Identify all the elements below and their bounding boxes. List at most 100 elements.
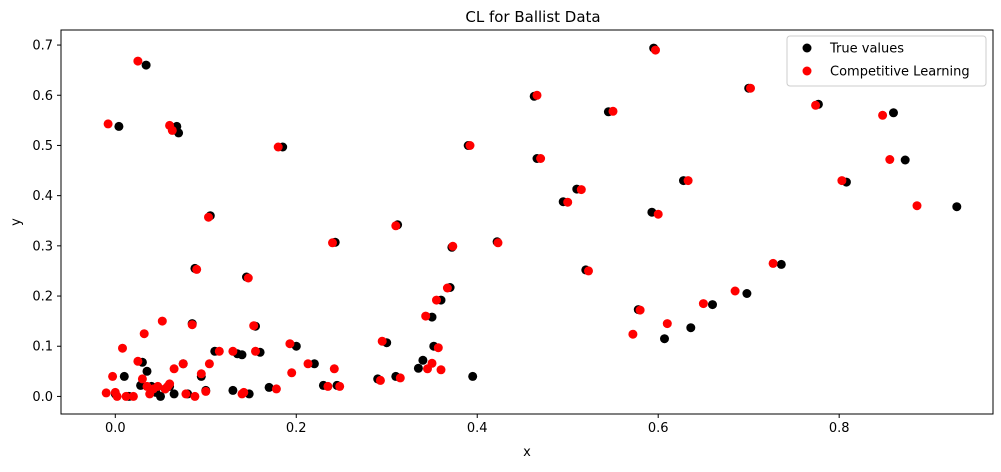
point-series-0 — [686, 323, 696, 333]
point-series-1 — [329, 364, 339, 374]
point-series-1 — [190, 391, 200, 401]
point-series-1 — [157, 316, 167, 326]
point-series-1 — [285, 339, 295, 349]
point-series-0 — [237, 350, 247, 360]
point-series-1 — [532, 90, 542, 100]
point-series-1 — [335, 381, 345, 391]
legend-marker-1 — [802, 66, 812, 76]
point-series-1 — [912, 201, 922, 211]
y-tick-label: 0.1 — [32, 340, 53, 355]
point-series-1 — [427, 358, 437, 368]
point-series-1 — [121, 391, 131, 401]
point-series-1 — [811, 100, 821, 110]
x-tick-label: 0.6 — [648, 421, 669, 436]
point-series-1 — [133, 56, 143, 66]
x-tick-label: 0.4 — [467, 421, 488, 436]
point-series-1 — [768, 258, 778, 268]
point-series-1 — [436, 365, 446, 375]
x-tick-label: 0.0 — [105, 421, 126, 436]
point-series-1 — [576, 185, 586, 195]
y-axis-label: y — [9, 218, 24, 226]
point-series-1 — [153, 381, 163, 391]
point-series-1 — [187, 320, 197, 330]
y-tick-label: 0.3 — [32, 239, 53, 254]
point-series-1 — [271, 384, 281, 394]
point-series-1 — [165, 379, 175, 389]
point-series-0 — [119, 371, 129, 381]
point-series-1 — [536, 154, 546, 163]
point-series-1 — [395, 373, 405, 383]
point-series-1 — [178, 359, 188, 369]
point-series-1 — [251, 346, 260, 356]
point-series-1 — [228, 346, 238, 356]
point-series-1 — [139, 329, 149, 339]
point-series-1 — [181, 389, 191, 399]
plot-frame — [60, 29, 994, 415]
x-axis-label: x — [523, 445, 531, 460]
point-series-1 — [421, 311, 431, 321]
point-series-1 — [563, 197, 573, 207]
point-series-1 — [201, 386, 211, 396]
x-axis: 0.0 0.2 0.4 0.6 0.8 — [105, 414, 850, 436]
point-series-1 — [108, 371, 118, 381]
point-series-1 — [303, 359, 313, 369]
point-series-1 — [101, 388, 111, 398]
point-series-1 — [167, 125, 177, 135]
point-series-1 — [683, 176, 693, 186]
point-series-1 — [730, 286, 740, 296]
point-series-0 — [156, 391, 165, 401]
y-tick-label: 0.7 — [32, 39, 53, 54]
point-series-0 — [141, 60, 151, 70]
point-series-0 — [776, 259, 786, 269]
point-series-1 — [653, 209, 663, 219]
point-series-1 — [442, 283, 452, 293]
point-series-1 — [239, 387, 249, 397]
x-tick-label: 0.2 — [286, 421, 307, 436]
chart-title: CL for Ballist Data — [465, 8, 600, 26]
point-series-1 — [243, 273, 253, 283]
point-series-1 — [328, 238, 337, 248]
point-series-1 — [837, 176, 847, 186]
point-series-1 — [584, 266, 593, 276]
point-series-1 — [137, 374, 147, 384]
point-series-1 — [391, 221, 401, 231]
point-series-0 — [889, 108, 898, 118]
point-series-1 — [323, 381, 333, 391]
point-series-1 — [377, 336, 387, 346]
legend: True values Competitive Learning — [786, 35, 987, 87]
point-series-1 — [196, 369, 206, 379]
data-layer — [101, 43, 962, 401]
point-series-1 — [698, 299, 708, 309]
point-series-1 — [192, 264, 202, 274]
legend-label-1: Competitive Learning — [830, 65, 970, 80]
y-tick-label: 0.5 — [32, 139, 53, 154]
point-series-0 — [468, 371, 478, 381]
point-series-0 — [413, 363, 423, 373]
y-tick-label: 0.2 — [32, 290, 53, 305]
point-series-1 — [608, 106, 618, 116]
legend-marker-0 — [802, 43, 812, 53]
point-series-1 — [169, 364, 179, 374]
point-series-1 — [885, 155, 895, 164]
point-series-1 — [433, 343, 443, 353]
point-series-1 — [746, 83, 755, 93]
point-series-1 — [204, 359, 214, 369]
point-series-1 — [375, 375, 385, 385]
legend-label-0: True values — [829, 42, 904, 57]
point-series-1 — [128, 391, 138, 401]
x-tick-label: 0.8 — [829, 421, 850, 436]
point-series-0 — [309, 359, 319, 369]
point-series-0 — [952, 202, 962, 212]
point-series-0 — [142, 366, 152, 376]
point-series-1 — [635, 305, 645, 315]
point-series-1 — [465, 141, 475, 150]
legend-box — [786, 35, 987, 87]
point-series-0 — [900, 155, 910, 165]
y-tick-label: 0.6 — [32, 89, 53, 104]
y-tick-label: 0.0 — [32, 390, 53, 405]
point-series-1 — [214, 346, 224, 356]
point-series-1 — [878, 110, 888, 120]
point-series-1 — [204, 212, 213, 222]
point-series-0 — [708, 300, 717, 310]
